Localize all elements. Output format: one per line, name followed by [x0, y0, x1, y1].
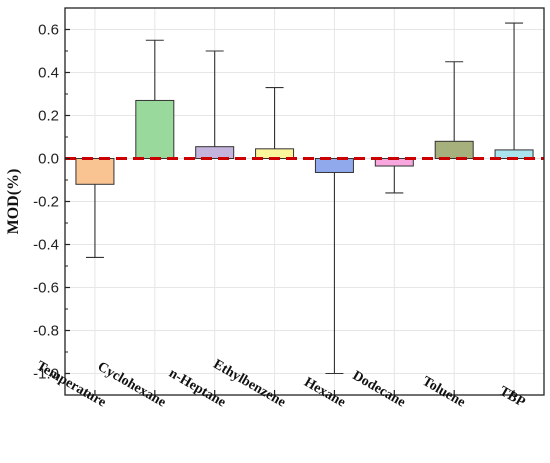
y-tick-label: -0.6: [33, 280, 59, 297]
x-tick-label: Cyclohexane: [95, 359, 169, 410]
whiskers: [85, 22, 524, 375]
y-axis-ticks: 0.6 0.4 0.2 0.0 -0.2 -0.4 -0.6 -0.8 -1.0: [33, 22, 70, 383]
bar-hexane: [314, 158, 354, 173]
y-tick-label: 0.6: [38, 22, 59, 39]
y-tick-label: 0.0: [38, 151, 59, 168]
x-tick-label: Dodecane: [350, 368, 408, 410]
y-tick-label: -1.0: [33, 366, 59, 383]
bar-toluene: [434, 140, 474, 160]
y-axis-title: MOD(%): [5, 169, 22, 235]
grid-lines: [65, 8, 544, 395]
y-tick-label: -0.4: [33, 237, 59, 254]
x-tick-label: TBP: [496, 384, 527, 411]
bars: [75, 99, 534, 185]
y-tick-label: 0.2: [38, 108, 59, 125]
bar-n-heptane: [195, 146, 235, 160]
bar-cyclohexane: [135, 99, 175, 159]
x-tick-label: Hexane: [301, 375, 348, 411]
x-tick-label: Toluene: [420, 374, 468, 410]
y-tick-label: 0.4: [38, 65, 59, 82]
y-tick-label: -0.2: [33, 194, 59, 211]
bar-temperature: [75, 158, 115, 185]
y-tick-label: -0.8: [33, 323, 59, 340]
